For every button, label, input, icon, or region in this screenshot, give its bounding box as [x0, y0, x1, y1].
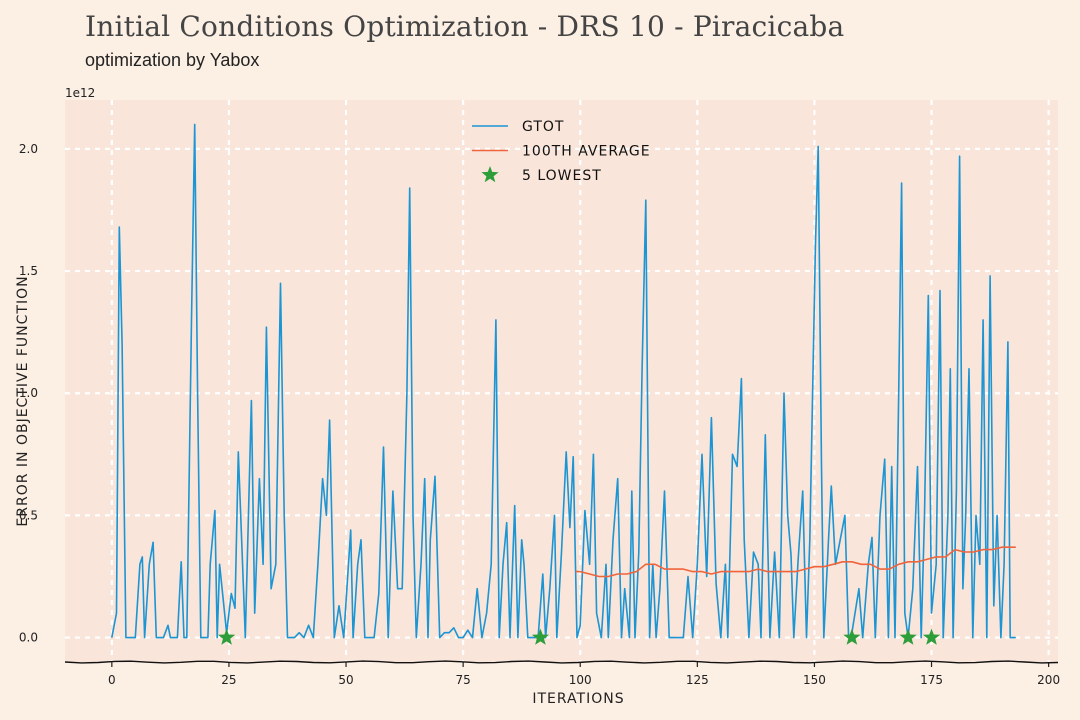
plot-area: [65, 100, 1058, 662]
legend-label: 100TH AVERAGE: [522, 144, 651, 160]
series-line-100th-average: [575, 546, 1016, 578]
lowest-point-marker: [899, 628, 917, 645]
lowest-point-marker: [531, 628, 549, 645]
legend: GTOT 100TH AVERAGE 5 LOWEST: [472, 119, 651, 184]
y-axis: 0.0 0.5 1.0 1.5 2.0: [19, 142, 38, 645]
legend-star-icon: [481, 166, 499, 183]
x-axis: 0 25 50 75 100 125 150 175 200: [64, 660, 1060, 687]
x-tick-label: 50: [338, 673, 353, 687]
y-tick-label: 0.5: [19, 508, 38, 522]
lowest-point-marker: [218, 628, 236, 645]
chart-title: Initial Conditions Optimization - DRS 10…: [85, 10, 845, 43]
x-tick-label: 0: [108, 673, 116, 687]
lowest-point-marker: [923, 628, 941, 645]
y-axis-label: ERROR IN OBJECTIVE FUNCTION: [15, 275, 31, 526]
x-tick-label: 100: [569, 673, 592, 687]
x-tick-label: 175: [920, 673, 943, 687]
x-tick-label: 125: [686, 673, 709, 687]
series-layer: [111, 123, 1016, 645]
y-offset-label: 1e12: [65, 86, 95, 100]
series-line-gtot: [111, 123, 1016, 639]
chart-subtitle: optimization by Yabox: [85, 50, 260, 70]
x-tick-label: 150: [803, 673, 826, 687]
legend-label: 5 LOWEST: [522, 168, 602, 184]
y-tick-label: 0.0: [19, 631, 38, 645]
x-axis-label: ITERATIONS: [532, 691, 624, 707]
grid: [65, 100, 1058, 662]
legend-label: GTOT: [522, 119, 564, 135]
y-tick-label: 1.5: [19, 264, 38, 278]
x-tick-label: 25: [221, 673, 236, 687]
x-tick-label: 75: [455, 673, 470, 687]
x-tick-label: 200: [1037, 673, 1060, 687]
y-tick-label: 2.0: [19, 142, 38, 156]
x-axis-line: [64, 660, 1059, 664]
lowest-point-marker: [843, 628, 861, 645]
y-tick-label: 1.0: [19, 386, 38, 400]
